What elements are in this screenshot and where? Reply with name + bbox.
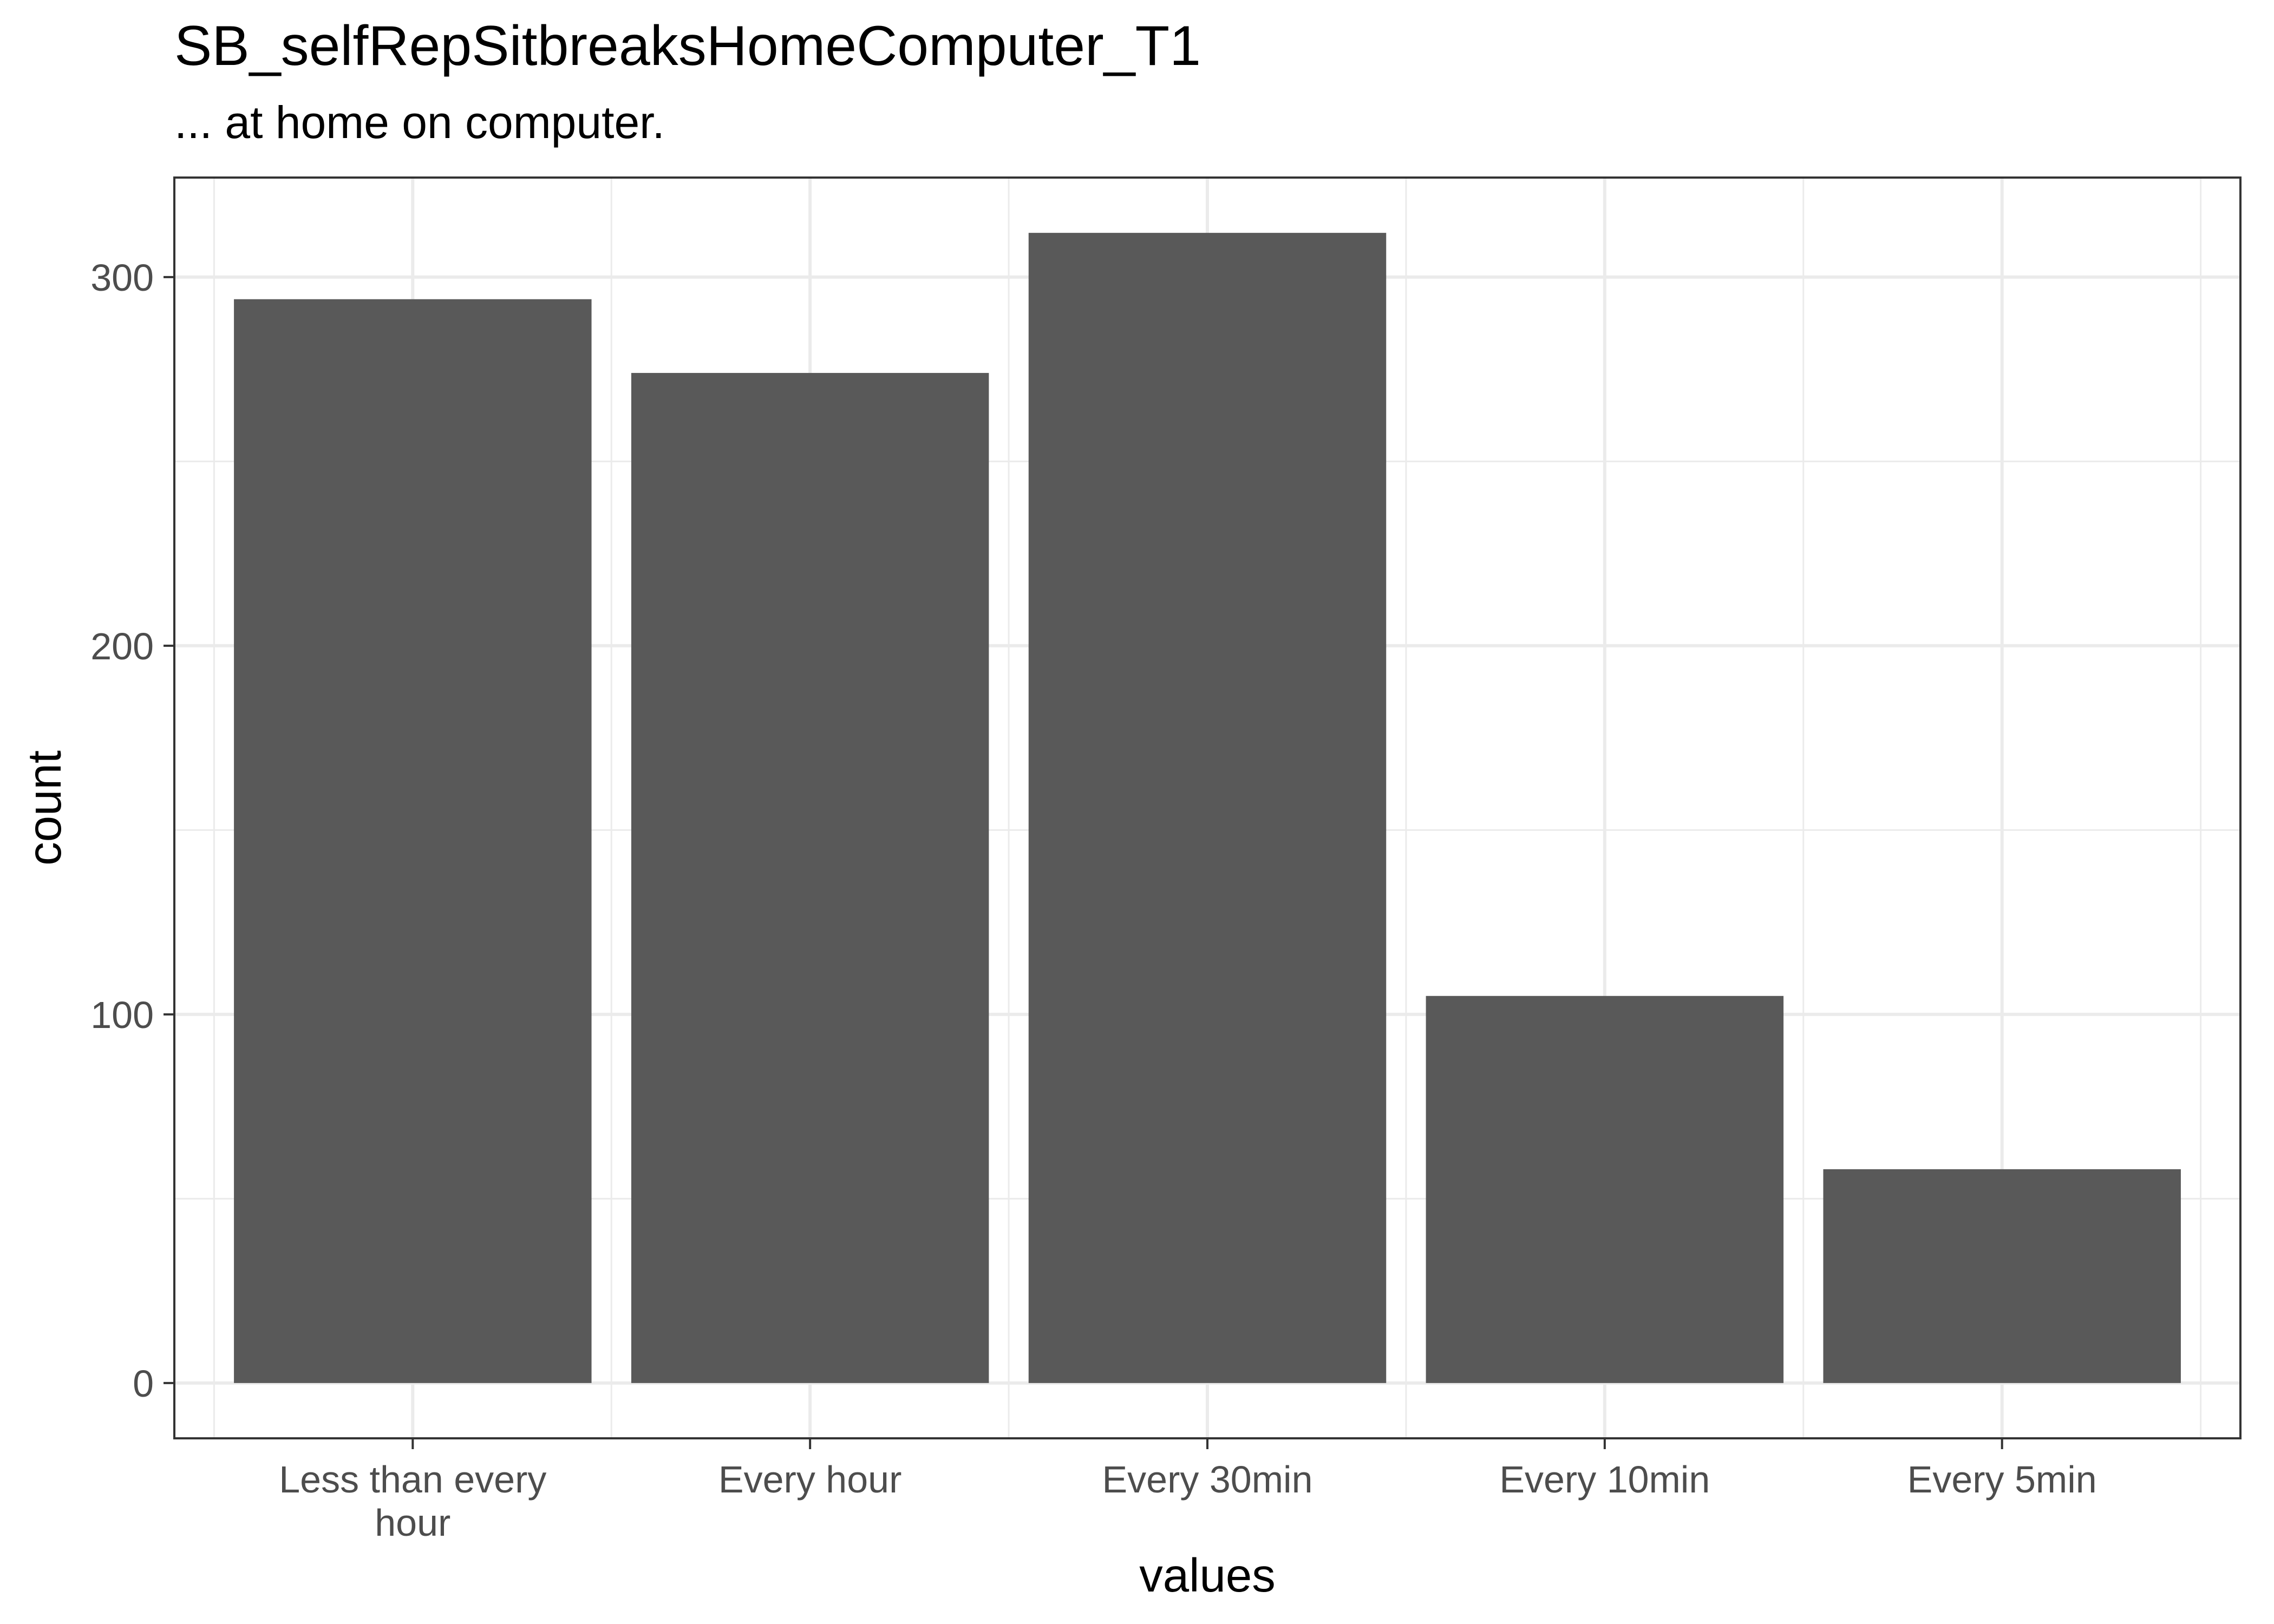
x-axis-title: values bbox=[1139, 1549, 1275, 1602]
x-axis: Less than every hour Every hour Every 30min… bbox=[279, 1438, 2097, 1544]
y-axis: 0 100 200 300 bbox=[90, 257, 174, 1405]
chart-title: SB_selfRepSitbreaksHomeComputer_T1 bbox=[174, 15, 1201, 77]
x-tick-label: Every 10min bbox=[1499, 1458, 1710, 1501]
y-tick-label: 0 bbox=[133, 1363, 154, 1405]
chart-subtitle: ... at home on computer. bbox=[174, 97, 665, 148]
x-tick-label: Less than every hour bbox=[279, 1458, 546, 1544]
x-tick-label: Every hour bbox=[718, 1458, 901, 1501]
y-axis-title: count bbox=[18, 750, 71, 866]
bar bbox=[1823, 1169, 2181, 1383]
x-tick-label: Every 30min bbox=[1102, 1458, 1312, 1501]
x-tick-label: Every 5min bbox=[1907, 1458, 2097, 1501]
y-tick-label: 300 bbox=[90, 257, 154, 299]
bar bbox=[631, 372, 989, 1383]
y-tick-label: 100 bbox=[90, 994, 154, 1036]
bar bbox=[1426, 996, 1784, 1383]
bar-layer bbox=[234, 233, 2181, 1383]
bar bbox=[1028, 233, 1387, 1383]
y-tick-label: 200 bbox=[90, 625, 154, 667]
bar bbox=[234, 299, 592, 1383]
